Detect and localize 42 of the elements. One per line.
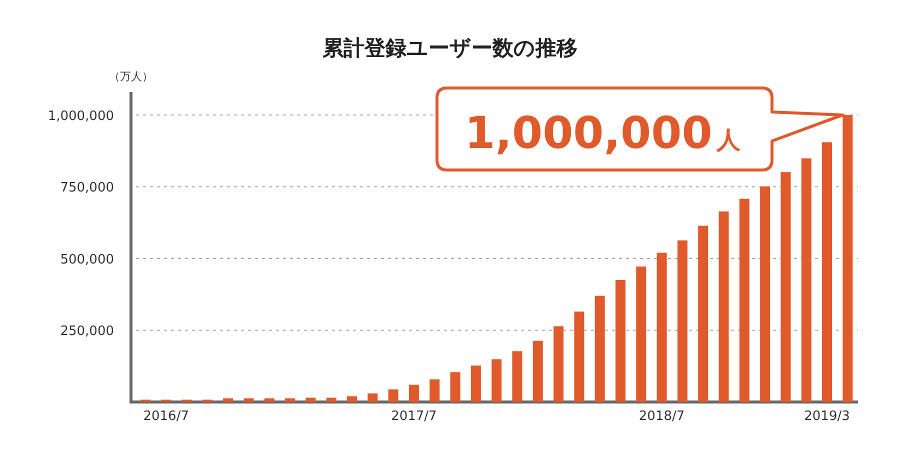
bar [594, 296, 605, 402]
bar [822, 142, 832, 402]
x-tick-label: 2017/7 [391, 409, 437, 424]
bar [574, 312, 584, 402]
bar [470, 366, 481, 402]
bar [368, 393, 378, 402]
bar [636, 266, 646, 402]
bar [760, 186, 770, 402]
bar [554, 326, 564, 402]
bar [801, 158, 812, 402]
bar [780, 172, 791, 402]
bar [718, 211, 729, 402]
bar [223, 398, 234, 402]
bar [492, 359, 502, 402]
y-axis-title: （万人） [109, 70, 153, 83]
y-tick-label: 250,000 [60, 324, 114, 340]
x-tick-label: 2018/7 [638, 409, 685, 424]
x-tick-label: 2019/3 [804, 409, 850, 424]
bar [285, 398, 296, 402]
chart-title: 累計登録ユーザー数の推移 [322, 36, 578, 60]
bar [450, 372, 460, 402]
bar [388, 389, 398, 402]
bar [739, 198, 750, 402]
bar [615, 280, 626, 402]
bar [346, 396, 357, 402]
bar [698, 226, 708, 402]
bar [677, 240, 688, 402]
bar [532, 340, 543, 402]
bar [656, 252, 667, 402]
bar [430, 379, 440, 402]
bar [408, 384, 419, 402]
bar [244, 398, 254, 402]
bar [512, 351, 522, 402]
y-tick-label: 750,000 [60, 180, 114, 196]
bar [842, 114, 853, 402]
bar [306, 398, 316, 402]
bar [264, 398, 274, 402]
x-tick-label: 2016/7 [143, 409, 189, 424]
y-tick-label: 500,000 [60, 252, 114, 268]
y-tick-label: 1,000,000 [48, 108, 114, 124]
annotation: 1,000,000人 [464, 108, 742, 159]
bar [326, 398, 336, 402]
